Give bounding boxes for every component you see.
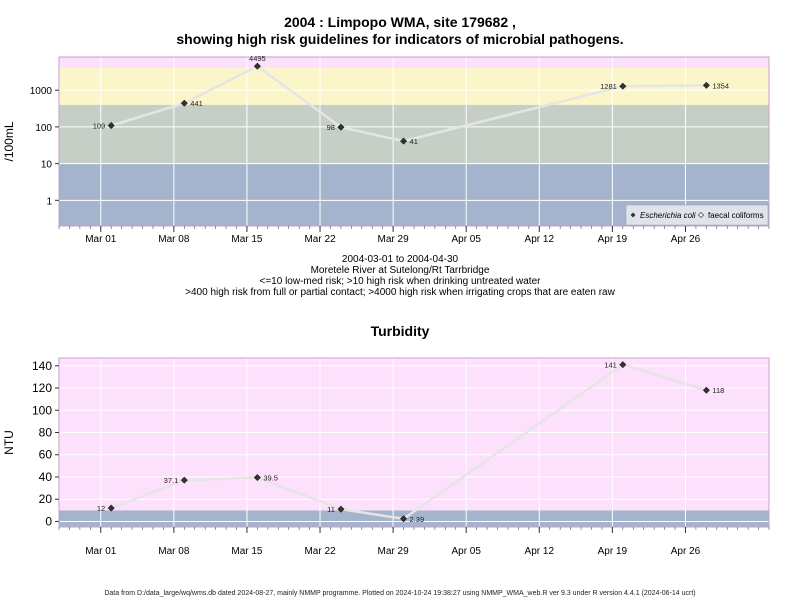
turbidity-data-label: 39.5	[263, 474, 278, 483]
microbial-y-tick-label: 1000	[30, 86, 53, 97]
microbial-x-tick-label: Mar 22	[304, 234, 336, 245]
microbial-y-tick-label: 10	[41, 160, 53, 171]
microbial-x-tick-label: Apr 05	[451, 234, 481, 245]
turbidity-data-point	[619, 361, 627, 369]
microbial-data-label: 41	[410, 137, 418, 146]
microbial-data-point	[400, 137, 408, 145]
microbial-data-label: 441	[190, 99, 203, 108]
turbidity-y-tick-label: 40	[39, 470, 53, 484]
turbidity-y-tick-label: 120	[32, 381, 52, 395]
microbial-x-tick-label: Apr 26	[671, 234, 701, 245]
microbial-data-label: 1354	[712, 81, 729, 90]
microbial-legend-faecal-marker	[698, 212, 704, 218]
turbidity-data-label: 37.1	[164, 476, 179, 485]
microbial-data-point	[180, 99, 188, 107]
turbidity-y-tick-label: 60	[39, 448, 53, 462]
microbial-data-point	[337, 123, 345, 131]
microbial-y-axis-label: /100mL	[2, 121, 16, 161]
turbidity-y-tick-label: 140	[32, 359, 52, 373]
microbial-x-tick-label: Mar 01	[85, 234, 117, 245]
microbial-data-point	[619, 82, 627, 90]
turbidity-x-tick-label: Apr 19	[598, 546, 628, 557]
microbial-data-label: 4495	[249, 54, 266, 63]
chart-title-line-1: 2004 : Limpopo WMA, site 179682 ,	[284, 14, 516, 30]
microbial-y-tick-label: 100	[35, 123, 52, 134]
turbidity-x-tick-label: Apr 12	[525, 546, 555, 557]
turbidity-x-tick-label: Mar 22	[304, 546, 336, 557]
turbidity-data-label: 2.39	[410, 515, 425, 524]
turbidity-x-tick-label: Apr 26	[671, 546, 701, 557]
turbidity-x-tick-label: Mar 15	[231, 546, 263, 557]
microbial-x-tick-label: Apr 12	[525, 234, 555, 245]
turbidity-y-axis-label: NTU	[2, 430, 16, 455]
turbidity-data-label: 118	[712, 386, 724, 395]
microbial-subtitle-guideline-drinking: <=10 low-med risk; >10 high risk when dr…	[259, 276, 541, 287]
turbidity-data-label: 141	[604, 361, 617, 370]
microbial-data-point	[107, 121, 115, 130]
microbial-subtitle-guideline-contact: >400 high risk from full or partial cont…	[185, 287, 615, 298]
microbial-x-tick-label: Mar 08	[158, 234, 190, 245]
turbidity-data-point	[400, 515, 408, 523]
microbial-legend-ecoli-marker	[630, 212, 636, 218]
microbial-data-label: 98	[327, 123, 335, 132]
chart-title-line-2: showing high risk guidelines for indicat…	[176, 31, 624, 47]
microbial-data-point	[253, 62, 261, 70]
microbial-x-tick-label: Mar 29	[378, 234, 410, 245]
microbial-data-point	[702, 81, 710, 89]
turbidity-risk-band	[59, 358, 769, 511]
turbidity-data-label: 12	[97, 504, 105, 513]
turbidity-x-tick-label: Mar 29	[378, 546, 410, 557]
turbidity-x-tick-label: Mar 08	[158, 546, 190, 557]
microbial-legend-faecal-label: faecal coliforms	[708, 211, 764, 220]
footer-note: Data from D:/data_large/wq/wms.db dated …	[104, 590, 696, 597]
microbial-x-tick-label: Mar 15	[231, 234, 263, 245]
microbial-subtitle-period: 2004-03-01 to 2004-04-30	[341, 254, 459, 265]
microbial-data-label: 1281	[600, 82, 617, 91]
turbidity-data-point	[180, 476, 188, 484]
turbidity-y-tick-label: 0	[45, 514, 52, 528]
turbidity-x-tick-label: Mar 01	[85, 546, 117, 557]
turbidity-y-tick-label: 80	[39, 425, 53, 439]
microbial-legend-box	[625, 204, 769, 226]
microbial-y-tick-label: 1	[46, 196, 52, 207]
turbidity-data-point	[702, 386, 710, 394]
microbial-risk-band	[59, 57, 769, 69]
microbial-data-label: 109	[93, 122, 106, 131]
turbidity-y-tick-label: 100	[32, 403, 52, 417]
turbidity-risk-band	[59, 510, 769, 527]
turbidity-data-point	[253, 473, 261, 482]
turbidity-x-tick-label: Apr 05	[451, 546, 481, 557]
turbidity-data-point	[337, 505, 345, 513]
turbidity-title: Turbidity	[370, 323, 430, 339]
turbidity-data-point	[107, 504, 115, 512]
turbidity-data-label: 11	[327, 505, 335, 514]
microbial-risk-band	[59, 104, 769, 164]
microbial-x-tick-label: Apr 19	[598, 234, 628, 245]
microbial-subtitle-site: Moretele River at Sutelong/Rt Tarrbridge	[310, 265, 490, 276]
microbial-legend-ecoli-label: Escherichia coli	[640, 211, 696, 220]
turbidity-y-tick-label: 20	[39, 492, 53, 506]
